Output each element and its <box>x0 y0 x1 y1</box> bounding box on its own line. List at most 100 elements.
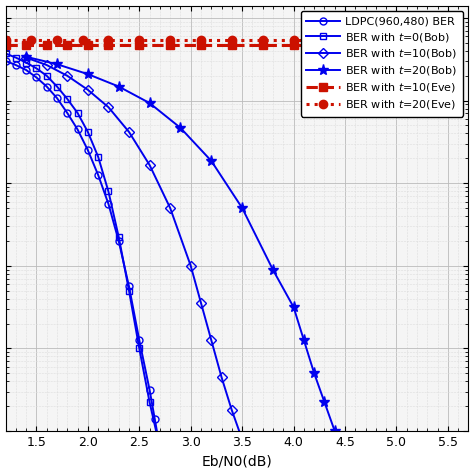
LDPC(960,480) BER <box>23 67 29 73</box>
BER with $t$=10(Bob) <box>239 437 245 442</box>
LDPC(960,480) BER <box>64 110 70 116</box>
BER with $t$=10(Bob) <box>209 337 214 343</box>
BER with $t$=0(Bob) <box>137 346 142 351</box>
BER with $t$=0(Bob) <box>95 154 101 160</box>
BER with $t$=20(Eve) <box>229 37 235 43</box>
BER with $t$=10(Eve) <box>414 42 420 48</box>
BER with $t$=0(Bob) <box>13 55 18 61</box>
BER with $t$=0(Bob) <box>157 445 163 450</box>
BER with $t$=20(Eve) <box>383 37 389 43</box>
LDPC(960,480) BER <box>116 238 121 244</box>
BER with $t$=20(Eve) <box>80 37 85 43</box>
BER with $t$=10(Bob) <box>167 205 173 211</box>
BER with $t$=10(Eve) <box>85 42 91 48</box>
BER with $t$=0(Bob) <box>116 234 121 240</box>
BER with $t$=20(Eve) <box>137 37 142 43</box>
LDPC(960,480) BER <box>85 147 91 153</box>
BER with $t$=0(Bob) <box>34 65 39 71</box>
BER with $t$=10(Eve) <box>3 42 9 48</box>
BER with $t$=0(Bob) <box>44 73 50 79</box>
BER with $t$=20(Eve) <box>260 37 265 43</box>
LDPC(960,480) BER <box>34 74 39 80</box>
BER with $t$=10(Eve) <box>260 42 265 48</box>
Line: BER with $t$=0(Bob): BER with $t$=0(Bob) <box>2 50 173 474</box>
BER with $t$=10(Eve) <box>383 42 389 48</box>
BER with $t$=20(Bob) <box>342 453 348 459</box>
BER with $t$=20(Eve) <box>106 37 111 43</box>
BER with $t$=20(Bob) <box>178 125 183 131</box>
BER with $t$=20(Eve) <box>28 37 34 43</box>
BER with $t$=10(Bob) <box>147 162 153 168</box>
LDPC(960,480) BER <box>106 201 111 207</box>
LDPC(960,480) BER <box>147 387 153 392</box>
BER with $t$=20(Eve) <box>321 37 327 43</box>
LDPC(960,480) BER <box>3 58 9 64</box>
BER with $t$=10(Eve) <box>445 42 451 48</box>
BER with $t$=20(Bob) <box>321 399 327 405</box>
BER with $t$=10(Bob) <box>229 408 235 413</box>
BER with $t$=20(Eve) <box>445 37 451 43</box>
BER with $t$=10(Eve) <box>321 42 327 48</box>
BER with $t$=10(Eve) <box>106 42 111 48</box>
LDPC(960,480) BER <box>44 84 50 90</box>
BER with $t$=10(Eve) <box>137 42 142 48</box>
BER with $t$=10(Bob) <box>106 104 111 110</box>
BER with $t$=0(Bob) <box>85 129 91 135</box>
BER with $t$=20(Bob) <box>147 100 153 106</box>
BER with $t$=20(Bob) <box>311 370 317 376</box>
BER with $t$=0(Bob) <box>147 399 153 405</box>
BER with $t$=20(Bob) <box>54 61 60 67</box>
BER with $t$=0(Bob) <box>54 84 60 90</box>
BER with $t$=20(Bob) <box>291 304 296 310</box>
LDPC(960,480) BER <box>75 127 81 132</box>
BER with $t$=10(Bob) <box>198 300 204 306</box>
BER with $t$=10(Eve) <box>23 42 29 48</box>
X-axis label: Eb/N0(dB): Eb/N0(dB) <box>201 455 273 468</box>
Line: BER with $t$=10(Bob): BER with $t$=10(Bob) <box>23 54 266 474</box>
Line: BER with $t$=20(Eve): BER with $t$=20(Eve) <box>1 36 452 45</box>
BER with $t$=10(Bob) <box>44 62 50 68</box>
BER with $t$=20(Bob) <box>332 428 337 434</box>
BER with $t$=20(Eve) <box>3 37 9 43</box>
BER with $t$=10(Bob) <box>126 129 132 135</box>
BER with $t$=0(Bob) <box>75 110 81 116</box>
BER with $t$=0(Bob) <box>64 96 70 102</box>
LDPC(960,480) BER <box>95 172 101 178</box>
LDPC(960,480) BER <box>137 337 142 343</box>
BER with $t$=10(Eve) <box>353 42 358 48</box>
BER with $t$=0(Bob) <box>3 51 9 56</box>
LDPC(960,480) BER <box>126 283 132 289</box>
BER with $t$=10(Eve) <box>229 42 235 48</box>
BER with $t$=10(Bob) <box>64 73 70 79</box>
Legend: LDPC(960,480) BER, BER with $t$=0(Bob), BER with $t$=10(Bob), BER with $t$=20(Bo: LDPC(960,480) BER, BER with $t$=0(Bob), … <box>301 11 463 117</box>
BER with $t$=20(Bob) <box>23 54 29 60</box>
BER with $t$=10(Bob) <box>250 469 255 474</box>
BER with $t$=20(Bob) <box>85 71 91 77</box>
BER with $t$=20(Eve) <box>198 37 204 43</box>
BER with $t$=10(Bob) <box>188 263 193 269</box>
BER with $t$=10(Eve) <box>167 42 173 48</box>
BER with $t$=10(Bob) <box>219 374 224 380</box>
Line: BER with $t$=20(Bob): BER with $t$=20(Bob) <box>20 51 382 474</box>
BER with $t$=20(Bob) <box>116 84 121 90</box>
BER with $t$=10(Eve) <box>198 42 204 48</box>
BER with $t$=20(Bob) <box>270 267 276 273</box>
BER with $t$=0(Bob) <box>23 60 29 65</box>
BER with $t$=10(Bob) <box>85 87 91 93</box>
BER with $t$=10(Bob) <box>23 55 29 61</box>
BER with $t$=20(Eve) <box>291 37 296 43</box>
LDPC(960,480) BER <box>152 416 157 421</box>
Line: BER with $t$=10(Eve): BER with $t$=10(Eve) <box>1 41 452 49</box>
BER with $t$=10(Eve) <box>44 42 50 48</box>
LDPC(960,480) BER <box>13 62 18 68</box>
BER with $t$=10(Eve) <box>64 42 70 48</box>
BER with $t$=20(Eve) <box>167 37 173 43</box>
BER with $t$=10(Eve) <box>291 42 296 48</box>
LDPC(960,480) BER <box>54 95 60 101</box>
BER with $t$=20(Eve) <box>54 37 60 43</box>
BER with $t$=20(Eve) <box>353 37 358 43</box>
BER with $t$=20(Eve) <box>414 37 420 43</box>
BER with $t$=20(Bob) <box>239 205 245 211</box>
BER with $t$=20(Bob) <box>301 337 307 343</box>
BER with $t$=20(Bob) <box>209 158 214 164</box>
